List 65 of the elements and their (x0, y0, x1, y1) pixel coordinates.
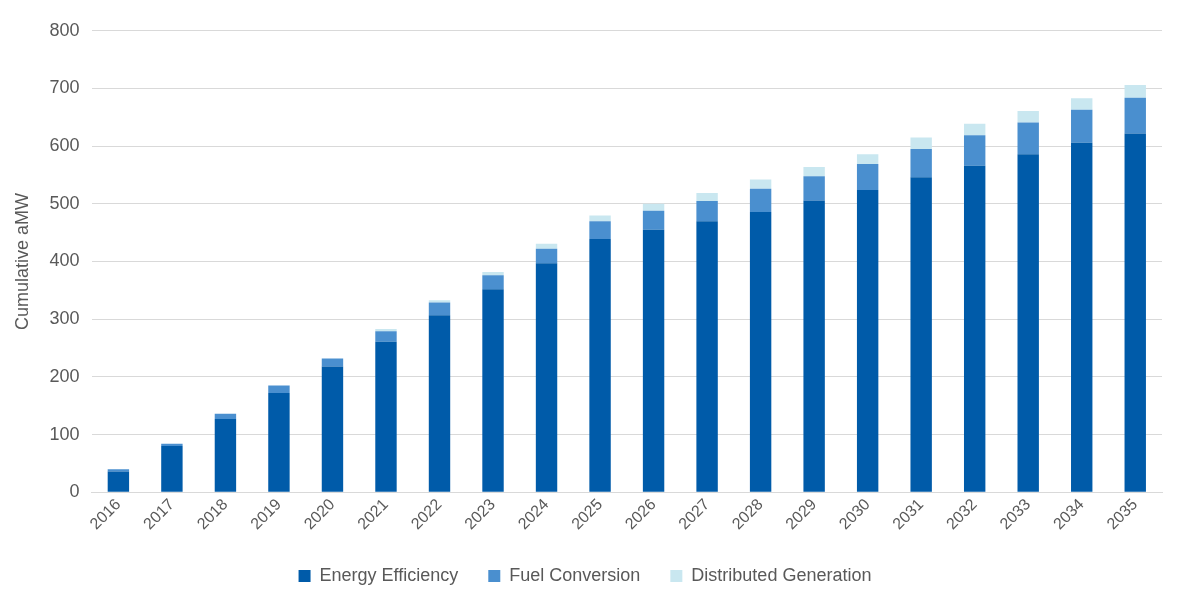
legend-label: Fuel Conversion (509, 564, 641, 585)
bar (214, 419, 237, 492)
bar (428, 315, 451, 492)
y-tick-label: 100 (49, 423, 80, 444)
bar (107, 471, 130, 492)
bar (696, 192, 718, 201)
bar (589, 239, 611, 492)
y-axis-title: Cumulative aMW (11, 193, 32, 331)
bar (1017, 110, 1039, 123)
bar (749, 211, 772, 492)
y-tick-label: 0 (69, 481, 80, 502)
bar (482, 275, 504, 290)
bar (696, 200, 718, 222)
bar (642, 229, 665, 492)
bar (428, 302, 451, 316)
bar (749, 179, 772, 189)
bar (696, 221, 718, 492)
bar (856, 190, 879, 492)
bar (910, 149, 932, 178)
bar (321, 358, 344, 367)
bar (375, 331, 397, 342)
bar (1071, 98, 1093, 110)
bar (803, 200, 825, 492)
legend-label: Energy Efficiency (319, 564, 459, 585)
bar (1017, 154, 1039, 492)
bar (535, 248, 558, 264)
bar (642, 203, 665, 211)
y-tick-label: 300 (49, 308, 80, 329)
bar (268, 393, 290, 492)
bar (1124, 97, 1146, 134)
bar (375, 329, 397, 332)
bar (1071, 142, 1093, 492)
bar (963, 123, 986, 136)
bar (1124, 85, 1146, 98)
y-tick-label: 400 (49, 250, 80, 271)
bar (910, 177, 932, 492)
bar (856, 154, 879, 165)
bar (963, 135, 986, 166)
y-tick-label: 500 (49, 192, 80, 213)
bar (161, 443, 183, 447)
bar (803, 176, 825, 201)
legend-label: Distributed Generation (691, 564, 872, 585)
bar (963, 165, 986, 492)
bar (535, 263, 558, 492)
bar (803, 166, 825, 177)
bar (1071, 109, 1093, 143)
bar (589, 221, 611, 240)
bar (642, 210, 665, 230)
bar (749, 188, 772, 212)
y-tick-label: 200 (49, 365, 80, 386)
bar (214, 413, 237, 419)
bar (268, 385, 290, 394)
y-tick-label: 600 (49, 135, 80, 156)
bar (375, 341, 397, 492)
bar (589, 215, 611, 222)
bar (161, 446, 183, 492)
bar (910, 137, 932, 150)
bar (1017, 122, 1039, 155)
bar (321, 366, 344, 492)
y-tick-label: 700 (49, 77, 80, 98)
bar (856, 164, 879, 190)
bar (535, 243, 558, 249)
y-tick-label: 800 (49, 19, 80, 40)
bar (1124, 133, 1146, 492)
bar (482, 289, 504, 492)
